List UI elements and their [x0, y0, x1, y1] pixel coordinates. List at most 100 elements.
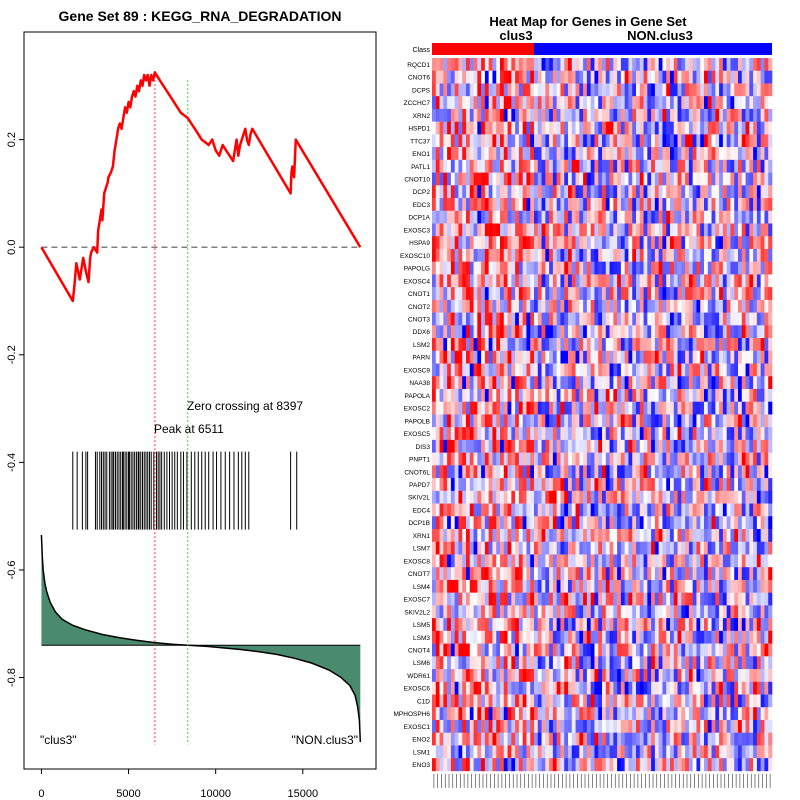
heatmap-cell	[666, 376, 671, 390]
heatmap-cell	[643, 656, 648, 670]
heatmap-cell	[662, 338, 667, 352]
heatmap-cell	[658, 567, 663, 581]
heatmap-cell	[730, 287, 735, 301]
heatmap-cell	[670, 681, 675, 695]
heatmap-cell	[537, 465, 542, 479]
heatmap-cell	[700, 630, 705, 644]
heatmap-cell	[704, 376, 709, 390]
heatmap-cell	[730, 656, 735, 670]
heatmap-cell	[609, 248, 614, 262]
heatmap-cell	[753, 198, 758, 212]
heatmap-cell	[586, 465, 591, 479]
heatmap-cell	[726, 287, 731, 301]
heatmap-cell	[647, 70, 652, 84]
heatmap-cell	[439, 465, 444, 479]
heatmap-cell	[632, 70, 637, 84]
heatmap-cell	[484, 185, 489, 199]
heatmap-cell	[583, 210, 588, 224]
heatmap-cell	[534, 439, 539, 453]
heatmap-cell	[711, 108, 716, 122]
heatmap-cell	[696, 414, 701, 428]
heatmap-cell	[673, 516, 678, 530]
heatmap-cell	[496, 325, 501, 339]
heatmap-cell	[541, 732, 546, 746]
heatmap-cell	[756, 134, 761, 148]
heatmap-cell	[602, 350, 607, 364]
heatmap-cell	[658, 669, 663, 683]
heatmap-cell	[738, 96, 743, 110]
heatmap-cell	[541, 350, 546, 364]
heatmap-cell	[481, 376, 486, 390]
heatmap-cell	[515, 274, 520, 288]
heatmap-cell	[503, 210, 508, 224]
heatmap-cell	[447, 350, 452, 364]
heatmap-cell	[734, 427, 739, 441]
heatmap-cell	[643, 210, 648, 224]
heatmap-cell	[534, 83, 539, 97]
heatmap-cell	[586, 287, 591, 301]
heatmap-cell	[760, 452, 765, 466]
heatmap-cell	[579, 248, 584, 262]
heatmap-cell	[450, 719, 455, 733]
heatmap-cell	[617, 452, 622, 466]
heatmap-cell	[726, 388, 731, 403]
heatmap-cell	[738, 210, 743, 224]
heatmap-cell	[628, 261, 633, 275]
heatmap-cell	[764, 414, 769, 428]
heatmap-cell	[639, 388, 644, 403]
heatmap-cell	[545, 592, 550, 606]
heatmap-cell	[503, 325, 508, 339]
heatmap-cell	[768, 210, 773, 224]
heatmap-cell	[609, 452, 614, 466]
heatmap-cell	[530, 401, 535, 415]
heatmap-cell	[628, 274, 633, 288]
heatmap-cell	[518, 223, 523, 237]
heatmap-cell	[466, 70, 471, 84]
heatmap-cell	[605, 70, 610, 84]
heatmap-cell	[496, 121, 501, 135]
heatmap-cell	[681, 147, 686, 161]
heatmap-cell	[534, 388, 539, 403]
heatmap-cell	[473, 567, 478, 581]
heatmap-cell	[753, 630, 758, 644]
heatmap-cell	[439, 134, 444, 148]
heatmap-cell	[435, 299, 440, 313]
heatmap-cell	[541, 108, 546, 122]
heatmap-cell	[719, 121, 724, 135]
heatmap-cell	[726, 350, 731, 364]
heatmap-cell	[632, 121, 637, 135]
heatmap-cell	[507, 210, 512, 224]
heatmap-cell	[651, 478, 656, 492]
heatmap-cell	[511, 681, 516, 695]
heatmap-cell	[571, 427, 576, 441]
heatmap-cell	[700, 579, 705, 593]
heatmap-cell	[590, 694, 595, 708]
heatmap-cell	[477, 388, 482, 403]
heatmap-cell	[579, 643, 584, 657]
heatmap-cell	[526, 605, 531, 619]
heatmap-cell	[447, 401, 452, 415]
heatmap-cell	[454, 58, 459, 72]
heatmap-cell	[670, 592, 675, 606]
heatmap-cell	[617, 108, 622, 122]
heatmap-cell	[677, 618, 682, 632]
heatmap-cell	[560, 478, 565, 492]
heatmap-cell	[526, 656, 531, 670]
heatmap-cell	[764, 630, 769, 644]
heatmap-cell	[477, 96, 482, 110]
heatmap-cell	[507, 439, 512, 453]
heatmap-cell	[447, 554, 452, 568]
heatmap-cell	[670, 236, 675, 250]
heatmap-cell	[756, 694, 761, 708]
heatmap-cell	[662, 643, 667, 657]
heatmap-cell	[583, 592, 588, 606]
heatmap-cell	[530, 172, 535, 186]
heatmap-cell	[530, 350, 535, 364]
heatmap-cell	[432, 503, 437, 517]
heatmap-cell	[704, 299, 709, 313]
heatmap-cell	[605, 388, 610, 403]
heatmap-cell	[473, 325, 478, 339]
heatmap-cell	[643, 147, 648, 161]
heatmap-cell	[692, 541, 697, 555]
heatmap-cell	[435, 159, 440, 173]
